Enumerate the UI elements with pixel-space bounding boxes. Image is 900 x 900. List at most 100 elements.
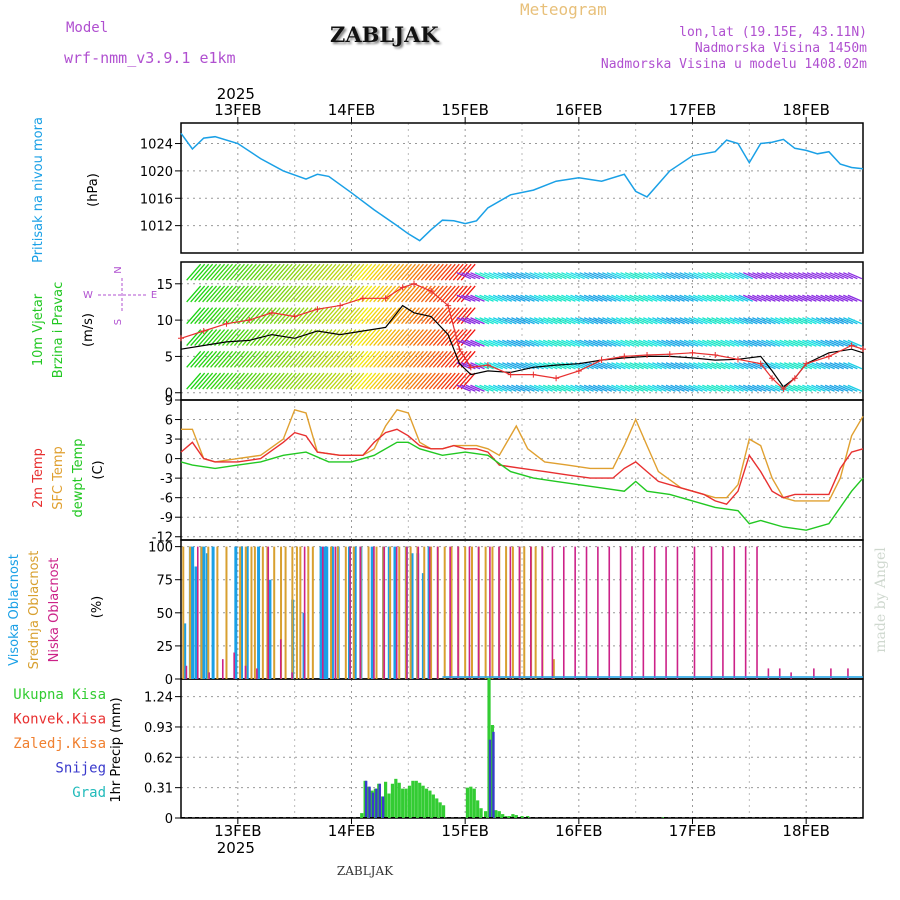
wind-barb [533,317,549,325]
wind-barb [661,339,676,347]
wind-barb [520,339,535,347]
wind-barb [670,272,685,280]
wind-barb [847,339,863,347]
wind-barb [747,362,763,370]
wind-barb [602,317,617,325]
wind-barb [265,307,281,325]
wind-key-n: N [113,266,124,273]
wind-barb [357,263,373,281]
wind-barb [811,384,826,392]
wind-barb [221,307,237,325]
wind-barb [444,350,460,368]
wind-barb [210,350,226,368]
wind-gust-marker [689,349,696,356]
wind-barb [483,339,499,347]
wind-barb [273,329,289,346]
precip-total-bar [394,778,398,818]
wind-barb [257,329,273,346]
wind-barb [770,294,785,302]
y-tick-label: -12 [152,531,173,546]
wind-barb [729,272,744,280]
y-tick-label: 0.31 [144,782,173,797]
wind-barb [629,317,644,325]
wind-barb [811,294,826,302]
wind-barb [683,384,699,392]
wind-barb [847,272,863,280]
wind-barb [420,350,436,368]
wind-barb [761,384,776,392]
wind-barb [202,285,218,303]
wind-barb [761,317,776,325]
wind-barb [715,339,731,347]
y-tick-label: 9 [165,394,173,409]
wind-key-cross [98,278,146,312]
precip-legend-5: Grad [72,785,106,801]
wind-barb [483,317,499,325]
wind-barb [743,317,758,325]
wind-barb [693,362,708,370]
wind-barb [186,350,202,368]
wind-barb [214,263,230,281]
wind-barb [752,294,767,302]
wind-barb [428,372,444,390]
wind-barb [497,362,513,370]
wind-barb [711,384,726,392]
wind-barb [824,339,840,347]
wind-barb [488,362,503,370]
wind-barb [756,339,772,347]
wind-barb [297,263,313,281]
wind-barb [652,339,667,347]
y-tick-label: 10 [156,314,173,329]
wind-barb [774,294,790,302]
wind-barb [847,362,863,370]
wind-barb [611,272,626,280]
wind-barb [309,372,325,390]
wind-barb [743,384,758,392]
wind-barb [206,307,222,325]
wind-barb [833,272,849,280]
wind-gust-marker [734,356,741,363]
precip-total-bar [428,790,432,818]
wind-barb [838,317,854,325]
wind-speed-line [180,304,864,388]
wind-barb [729,384,744,392]
wind-barb [325,350,341,368]
wind-barb [793,272,808,280]
wind-barb [313,372,329,390]
wind-barb [357,307,373,325]
wind-barb [190,307,206,325]
wind-barb [345,350,361,368]
wind-barb [711,317,726,325]
precip-legend-4: Snijeg [55,761,106,777]
wind-barb [661,272,676,280]
wind-barb [369,263,385,281]
wind-barb [656,317,672,325]
wind-barb [261,263,277,281]
wind-barb [765,294,781,302]
wind-barb [624,294,640,302]
wind-barb [592,339,608,347]
wind-barb [321,329,337,346]
pressure-title: Pritisak na nivou mora [31,117,46,263]
wind-gust-marker [223,320,230,327]
wind-barb [815,317,831,325]
wind-barb [241,350,257,368]
wind-barb [206,372,222,390]
y-tick-label: 0.62 [144,751,173,766]
wind-barb [724,272,740,280]
wind-barb [843,294,858,302]
wind-barb [377,307,393,325]
wind-barb [583,339,599,347]
wind-barb [249,307,265,325]
wind-barb [313,263,329,281]
precip-total-bar [438,802,442,818]
wind-barb [412,263,428,281]
wind-barb [241,372,257,390]
wind-barb [285,285,301,303]
wind-barb [465,339,481,347]
wind-barb [643,384,658,392]
wind-barb [214,307,230,325]
dewpoint-line [180,441,864,531]
wind-barb [225,263,241,281]
